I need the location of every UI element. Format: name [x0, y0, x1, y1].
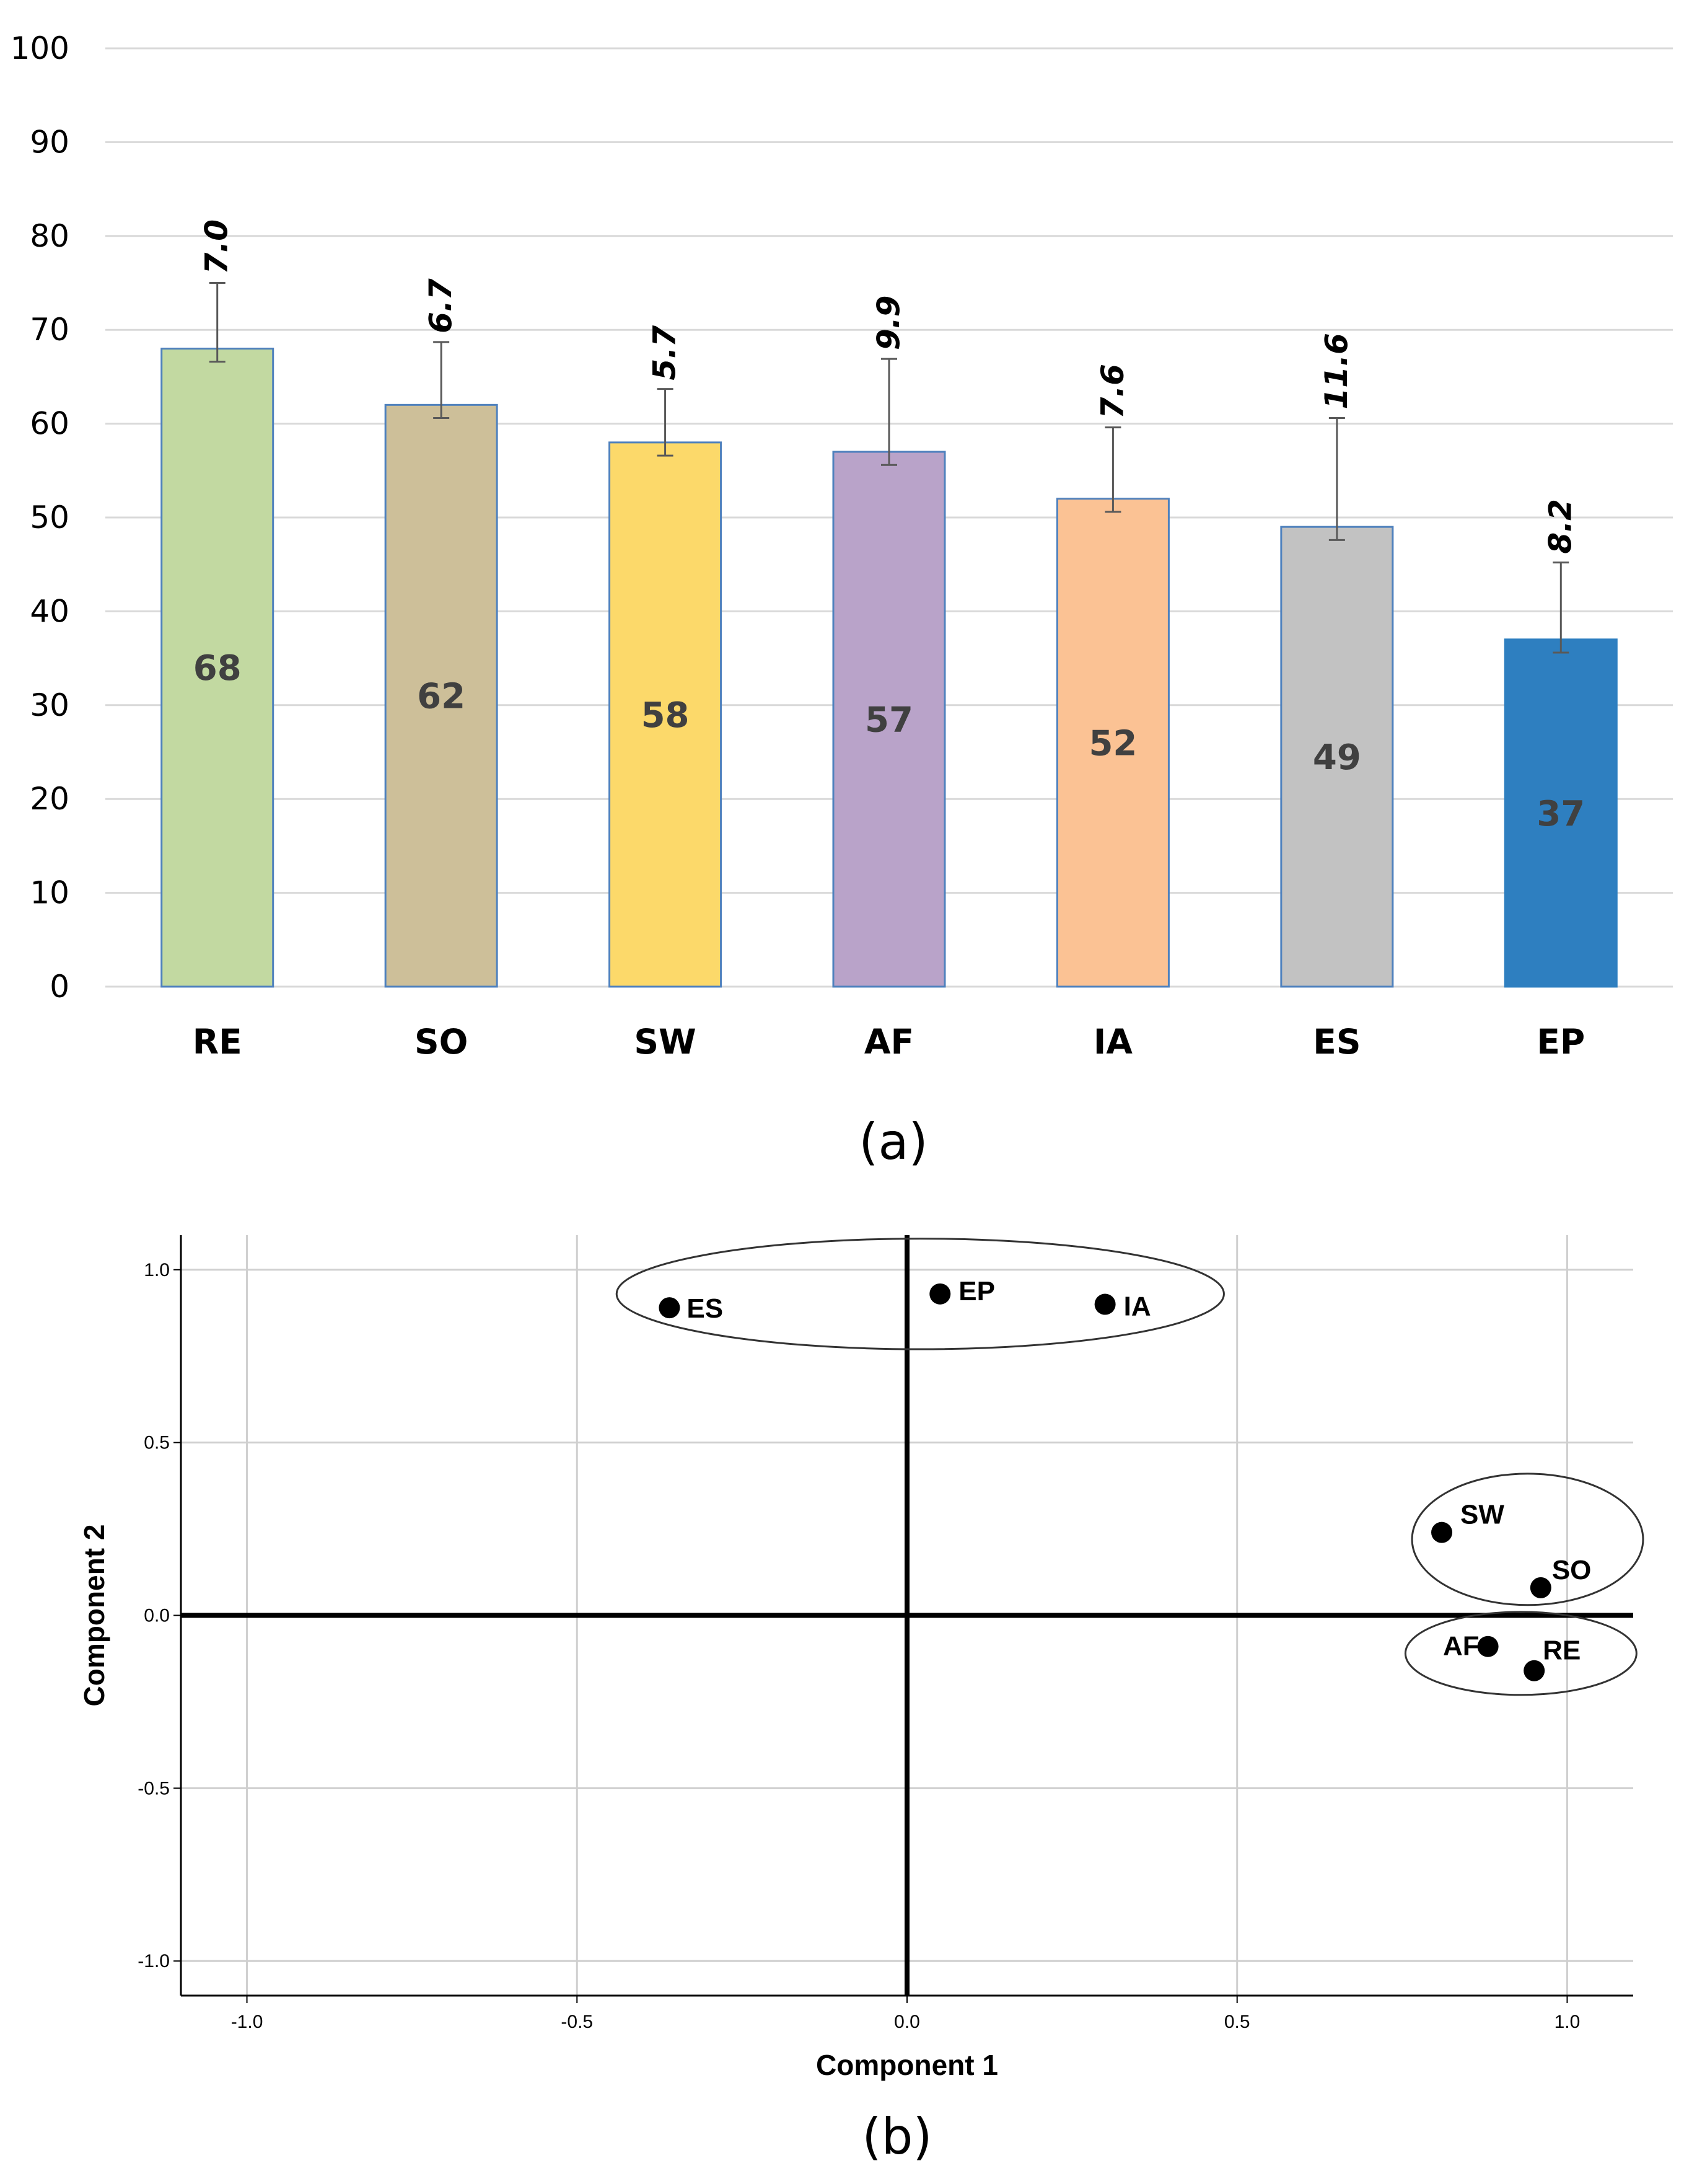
point-label: ES [686, 1293, 723, 1324]
x-tick-label: 1.0 [1554, 2012, 1581, 2032]
caption-b: (b) [862, 2108, 932, 2165]
y-tick-label: 20 [30, 781, 69, 817]
x-tick-label: RE [193, 1022, 242, 1062]
x-tick-label: 0.5 [1224, 2012, 1250, 2032]
y-tick-label: 100 [11, 30, 69, 66]
data-point [659, 1297, 680, 1319]
x-tick-label: -1.0 [231, 2012, 263, 2032]
scatter-chart-b: -1.0 -0.5 0.0 0.5 1.0 -1.0 -0.5 0.0 0.5 1.0 ES EP IA… [78, 1235, 1644, 2081]
bar [1280, 526, 1394, 988]
x-tick-label: -0.5 [561, 2012, 593, 2032]
error-label: 11.6 [1318, 333, 1354, 409]
data-point [1477, 1636, 1499, 1657]
y-tick-label: 0.0 [144, 1606, 170, 1626]
y-tick-label: 70 [30, 312, 69, 348]
bar-value-label: 58 [641, 695, 690, 736]
y-tick-label: 50 [30, 500, 69, 535]
y-tick-label: 10 [30, 875, 69, 911]
cluster-ellipse [1411, 1473, 1644, 1606]
caption-a: (a) [859, 1113, 927, 1171]
data-point [1530, 1577, 1551, 1598]
error-label: 7.0 [199, 219, 235, 275]
data-point [1431, 1521, 1453, 1543]
y-tick-label: -1.0 [138, 1951, 170, 1971]
bar-chart-a: 0 10 20 30 40 50 60 70 80 90 100 7.0 68 RE 6.7 62 SO 5.7 5… [11, 30, 1673, 1062]
y-tick-label: 0 [50, 969, 69, 1005]
x-tick-label: SW [634, 1022, 696, 1062]
error-label: 7.6 [1094, 364, 1130, 419]
x-tick-label: AF [864, 1022, 914, 1062]
x-tick-label: SO [414, 1022, 468, 1062]
error-label: 6.7 [423, 278, 458, 333]
cluster-ellipse [1404, 1611, 1638, 1696]
bar-value-label: 62 [417, 677, 465, 717]
point-label: EP [958, 1276, 995, 1306]
data-point [1524, 1660, 1545, 1681]
x-axis-title: Component 1 [816, 2049, 998, 2081]
y-tick-label: 80 [30, 218, 69, 254]
error-label: 5.7 [647, 325, 683, 381]
error-label: 9.9 [870, 296, 906, 351]
bar-value-label: 57 [865, 700, 913, 741]
y-tick-label: 40 [30, 593, 69, 629]
point-label: IA [1124, 1292, 1151, 1322]
bar [160, 347, 274, 988]
y-tick-label: 1.0 [144, 1260, 170, 1280]
point-label: SW [1460, 1500, 1504, 1530]
x-tick-label: IA [1094, 1022, 1133, 1062]
bar [1056, 498, 1170, 988]
y-tick-label: 90 [30, 124, 69, 160]
y-tick-label: 30 [30, 687, 69, 723]
bar-value-label: 37 [1537, 794, 1585, 834]
point-label: AF [1443, 1631, 1480, 1662]
bar [608, 441, 722, 988]
data-point [929, 1283, 951, 1305]
y-tick-label: 60 [30, 406, 69, 442]
bar-value-label: 52 [1089, 723, 1137, 764]
cluster-ellipse [615, 1238, 1225, 1350]
y-tick-label: 0.5 [144, 1433, 170, 1453]
error-label: 8.2 [1542, 499, 1578, 554]
x-tick-label: 0.0 [894, 2012, 920, 2032]
y-tick-label: -0.5 [138, 1778, 170, 1799]
bar-value-label: 49 [1313, 738, 1361, 778]
point-label: SO [1552, 1555, 1592, 1585]
bar [832, 451, 946, 988]
point-label: RE [1543, 1636, 1581, 1666]
x-tick-label: ES [1313, 1022, 1361, 1062]
bar [384, 403, 498, 988]
x-tick-label: EP [1537, 1022, 1585, 1062]
bar [1504, 638, 1618, 988]
bar-value-label: 68 [193, 648, 242, 689]
y-axis-title: Component 2 [78, 1525, 110, 1707]
data-point [1094, 1293, 1116, 1315]
